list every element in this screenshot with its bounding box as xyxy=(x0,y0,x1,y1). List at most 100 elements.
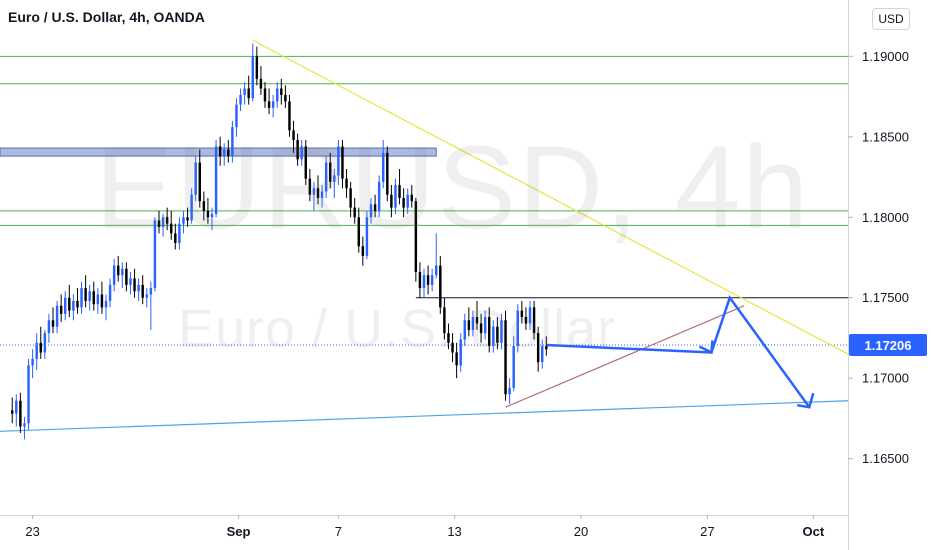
projection-arrowhead xyxy=(797,392,815,409)
candle-body-down xyxy=(227,149,230,157)
y-tick-label: 1.19000 xyxy=(862,49,909,64)
candle-body-down xyxy=(361,246,365,256)
candle-body-down xyxy=(198,162,201,202)
candle-body-up xyxy=(108,284,112,301)
candle-body-up xyxy=(377,181,381,211)
candle-body-up xyxy=(96,294,100,305)
candle-body-down xyxy=(170,223,173,234)
candle-body-up xyxy=(471,317,475,330)
candle-body-down xyxy=(455,352,458,366)
candle-body-down xyxy=(532,307,536,334)
candle-body-up xyxy=(483,317,487,334)
y-tick-label: 1.18500 xyxy=(862,129,909,144)
candle-body-up xyxy=(276,88,279,102)
candle-body-up xyxy=(137,284,140,292)
candle-body-down xyxy=(447,333,450,343)
candle-body-down xyxy=(68,297,71,311)
candle-body-up xyxy=(23,423,26,427)
candle-body-down xyxy=(475,317,479,324)
candle-body-up xyxy=(528,307,532,324)
candle-body-up xyxy=(394,185,397,208)
candle-body-up xyxy=(182,217,185,224)
candle-body-up xyxy=(463,320,466,340)
candle-body-up xyxy=(500,320,503,343)
candle-body-down xyxy=(443,307,446,334)
candle-body-down xyxy=(341,146,344,179)
candle-body-up xyxy=(365,217,369,256)
candle-body-down xyxy=(418,271,422,289)
candle-body-up xyxy=(64,297,67,314)
candle-body-up xyxy=(129,278,132,285)
candle-body-down xyxy=(133,278,136,292)
candle-body-up xyxy=(88,291,91,301)
candle-body-up xyxy=(459,339,462,366)
x-tick-label: 23 xyxy=(25,524,39,539)
candle-body-up xyxy=(223,149,226,157)
currency-button[interactable]: USD xyxy=(872,8,910,30)
candles-layer xyxy=(11,43,548,440)
trendline xyxy=(252,39,849,355)
candle-body-up xyxy=(47,320,51,334)
x-tick-label: 20 xyxy=(574,524,588,539)
candle-body-down xyxy=(410,194,413,202)
x-tick-label: 13 xyxy=(447,524,461,539)
projection-path xyxy=(546,295,811,408)
candle-body-up xyxy=(492,326,495,347)
candle-body-down xyxy=(11,410,14,414)
candle-body-up xyxy=(31,358,34,366)
candle-body-up xyxy=(145,294,148,298)
candle-body-up xyxy=(121,268,124,276)
candle-body-down xyxy=(504,320,507,395)
y-tick-label: 1.18000 xyxy=(862,210,909,225)
candle-body-down xyxy=(19,400,22,427)
candle-body-up xyxy=(72,300,75,311)
candle-body-down xyxy=(157,220,161,227)
candle-body-down xyxy=(426,275,430,285)
candle-body-down xyxy=(255,56,259,79)
candle-body-down xyxy=(390,194,393,208)
candle-body-down xyxy=(186,217,189,221)
candle-body-up xyxy=(271,101,275,108)
projection-pivot xyxy=(698,340,714,355)
name-watermark: Euro / U.S. Dollar xyxy=(178,299,617,359)
candle-body-up xyxy=(149,288,153,295)
candle-body-up xyxy=(312,188,316,195)
trendline xyxy=(505,305,745,408)
candle-body-up xyxy=(382,152,385,182)
candle-body-down xyxy=(316,188,320,198)
candle-body-down xyxy=(357,217,360,247)
candle-body-down xyxy=(349,188,352,208)
candle-body-down xyxy=(288,101,291,131)
candle-body-down xyxy=(218,146,222,157)
candle-body-up xyxy=(35,342,38,359)
candle-body-down xyxy=(292,130,295,141)
candle-body-down xyxy=(304,146,307,179)
candle-body-up xyxy=(190,194,193,221)
candle-body-down xyxy=(467,320,471,330)
candle-body-down xyxy=(308,178,312,195)
y-tick-label: 1.17500 xyxy=(862,290,909,305)
candle-body-down xyxy=(545,346,548,350)
candle-body-down xyxy=(267,101,271,108)
candle-body-down xyxy=(439,265,442,308)
candle-body-down xyxy=(536,333,540,363)
candle-body-down xyxy=(524,317,528,324)
candle-body-down xyxy=(345,178,348,189)
candle-body-down xyxy=(202,201,206,211)
candle-body-up xyxy=(422,275,426,289)
candle-body-up xyxy=(508,387,511,395)
x-tick-label: 7 xyxy=(335,524,342,539)
candle-body-up xyxy=(43,333,47,353)
candle-body-up xyxy=(231,127,234,157)
candle-body-down xyxy=(247,88,250,99)
candle-body-down xyxy=(398,185,401,198)
x-tick-label: 27 xyxy=(700,524,714,539)
axes: 1.19000 1.18500 1.18000 1.17500 1.17000 1.165… xyxy=(0,0,909,550)
x-tick-label: Sep xyxy=(227,524,251,539)
last-price-label: 1.17206 xyxy=(849,334,927,357)
trendline xyxy=(0,400,849,432)
candle-body-up xyxy=(194,162,197,195)
candle-body-down xyxy=(296,140,299,160)
drawings-layer xyxy=(0,39,849,432)
